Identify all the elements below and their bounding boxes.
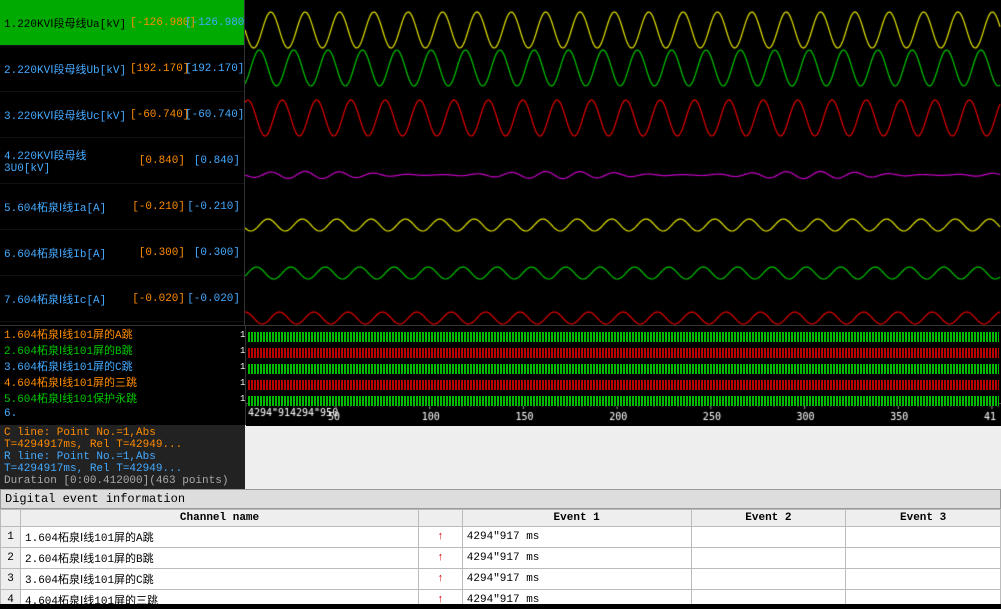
channel-value-2: [-60.740] bbox=[185, 109, 240, 121]
channel-name: 6.604柘泉Ⅰ线Ib[A] bbox=[4, 245, 130, 261]
event-cell: 4294"917 ms bbox=[462, 590, 691, 605]
ruler-canvas bbox=[246, 404, 1001, 426]
digital-section: 1.604柘泉Ⅰ线101屏的A跳2.604柘泉Ⅰ线101屏的B跳3.604柘泉Ⅰ… bbox=[0, 325, 1001, 425]
event-cell: 4294"917 ms bbox=[462, 569, 691, 590]
table-row[interactable]: 44.604柘泉Ⅰ线101屏的三跳↑4294"917 ms bbox=[1, 590, 1001, 605]
analog-channel-row[interactable]: 6.604柘泉Ⅰ线Ib[A][0.300][0.300] bbox=[0, 230, 244, 276]
event-cell: 4294"917 ms bbox=[462, 548, 691, 569]
analog-channel-row[interactable]: 1.220KVⅠ段母线Ua[kV][-126.980][-126.980] bbox=[0, 0, 244, 46]
analog-channel-row[interactable]: 7.604柘泉Ⅰ线Ic[A][-0.020][-0.020] bbox=[0, 276, 244, 322]
c-line-status: C line: Point No.=1,Abs T=4294917ms, Rel… bbox=[4, 427, 241, 451]
digital-channel-row[interactable]: 1.604柘泉Ⅰ线101屏的A跳 bbox=[0, 326, 245, 342]
r-line-status: R line: Point No.=1,Abs T=4294917ms, Rel… bbox=[4, 451, 241, 475]
table-row[interactable]: 11.604柘泉Ⅰ线101屏的A跳↑4294"917 ms bbox=[1, 527, 1001, 548]
event-cell bbox=[691, 590, 846, 605]
digital-channel-row[interactable]: 4.604柘泉Ⅰ线101屏的三跳 bbox=[0, 374, 245, 390]
channel-value-2: [-126.980] bbox=[185, 17, 240, 29]
event-arrow-icon: ↑ bbox=[419, 527, 463, 548]
cursor-status-panel: C line: Point No.=1,Abs T=4294917ms, Rel… bbox=[0, 425, 245, 489]
event-cell: 2 bbox=[1, 548, 21, 569]
time-ruler[interactable] bbox=[246, 403, 1001, 425]
digital-channel-row[interactable]: 6. bbox=[0, 406, 245, 422]
duration-status: Duration [0:00.412000](463 points) bbox=[4, 475, 241, 487]
event-arrow-icon: ↑ bbox=[419, 548, 463, 569]
event-arrow-icon: ↑ bbox=[419, 569, 463, 590]
analog-channel-row[interactable]: 5.604柘泉Ⅰ线Ia[A][-0.210][-0.210] bbox=[0, 184, 244, 230]
analog-section: 1.220KVⅠ段母线Ua[kV][-126.980][-126.980]2.2… bbox=[0, 0, 1001, 325]
event-panel-header: Digital event information bbox=[0, 489, 1001, 509]
channel-value-2: [-0.020] bbox=[185, 293, 240, 305]
event-col-header[interactable]: Event 2 bbox=[691, 510, 846, 527]
channel-value-1: [0.840] bbox=[130, 155, 185, 167]
digital-channel-row[interactable]: 3.604柘泉Ⅰ线101屏的C跳 bbox=[0, 358, 245, 374]
digital-waveform-pane[interactable] bbox=[245, 326, 1001, 425]
event-col-header[interactable]: Channel name bbox=[21, 510, 419, 527]
channel-value-1: [-60.740] bbox=[130, 109, 185, 121]
event-cell: 2.604柘泉Ⅰ线101屏的B跳 bbox=[21, 548, 419, 569]
event-table-pane[interactable]: Channel nameEvent 1Event 2Event 311.604柘… bbox=[0, 509, 1001, 604]
channel-value-2: [-0.210] bbox=[185, 201, 240, 213]
event-col-header[interactable] bbox=[1, 510, 21, 527]
event-cell bbox=[691, 548, 846, 569]
channel-value-2: [192.170] bbox=[185, 63, 240, 75]
analog-waveform-canvas bbox=[245, 0, 1001, 325]
analog-channel-row[interactable]: 3.220KVⅠ段母线Uc[kV][-60.740][-60.740] bbox=[0, 92, 244, 138]
status-row: C line: Point No.=1,Abs T=4294917ms, Rel… bbox=[0, 425, 1001, 489]
event-arrow-icon: ↑ bbox=[419, 590, 463, 605]
digital-bar bbox=[248, 332, 999, 342]
event-cell: 4294"917 ms bbox=[462, 527, 691, 548]
event-cell: 1 bbox=[1, 527, 21, 548]
channel-value-1: [-0.020] bbox=[130, 293, 185, 305]
app-root: 1.220KVⅠ段母线Ua[kV][-126.980][-126.980]2.2… bbox=[0, 0, 1001, 605]
event-table: Channel nameEvent 1Event 2Event 311.604柘… bbox=[0, 509, 1001, 604]
channel-name: 7.604柘泉Ⅰ线Ic[A] bbox=[4, 291, 130, 307]
status-filler bbox=[245, 425, 1001, 489]
analog-channel-row[interactable]: 2.220KVⅠ段母线Ub[kV][192.170][192.170] bbox=[0, 46, 244, 92]
event-cell: 1.604柘泉Ⅰ线101屏的A跳 bbox=[21, 527, 419, 548]
channel-value-2: [0.840] bbox=[185, 155, 240, 167]
digital-channel-row[interactable]: 5.604柘泉Ⅰ线101保护永跳 bbox=[0, 390, 245, 406]
event-cell bbox=[691, 527, 846, 548]
channel-value-2: [0.300] bbox=[185, 247, 240, 259]
channel-name: 4.220KVⅠ段母线3U0[kV] bbox=[4, 147, 130, 175]
event-cell bbox=[846, 548, 1001, 569]
event-cell: 3.604柘泉Ⅰ线101屏的C跳 bbox=[21, 569, 419, 590]
digital-channel-row[interactable]: 2.604柘泉Ⅰ线101屏的B跳 bbox=[0, 342, 245, 358]
event-cell bbox=[846, 569, 1001, 590]
table-row[interactable]: 22.604柘泉Ⅰ线101屏的B跳↑4294"917 ms bbox=[1, 548, 1001, 569]
digital-bar bbox=[248, 348, 999, 358]
event-cell bbox=[846, 527, 1001, 548]
digital-bar bbox=[248, 364, 999, 374]
channel-value-1: [-0.210] bbox=[130, 201, 185, 213]
event-cell: 3 bbox=[1, 569, 21, 590]
event-col-header[interactable]: Event 1 bbox=[462, 510, 691, 527]
digital-channel-list[interactable]: 1.604柘泉Ⅰ线101屏的A跳2.604柘泉Ⅰ线101屏的B跳3.604柘泉Ⅰ… bbox=[0, 326, 245, 425]
event-col-header[interactable] bbox=[419, 510, 463, 527]
channel-value-1: [192.170] bbox=[130, 63, 185, 75]
channel-name: 1.220KVⅠ段母线Ua[kV] bbox=[4, 15, 130, 31]
channel-name: 2.220KVⅠ段母线Ub[kV] bbox=[4, 61, 130, 77]
analog-channel-row[interactable]: 4.220KVⅠ段母线3U0[kV][0.840][0.840] bbox=[0, 138, 244, 184]
table-row[interactable]: 33.604柘泉Ⅰ线101屏的C跳↑4294"917 ms bbox=[1, 569, 1001, 590]
digital-bar bbox=[248, 396, 999, 406]
analog-waveform-pane[interactable] bbox=[244, 0, 1001, 325]
analog-channel-list[interactable]: 1.220KVⅠ段母线Ua[kV][-126.980][-126.980]2.2… bbox=[0, 0, 244, 325]
event-cell bbox=[691, 569, 846, 590]
channel-value-1: [0.300] bbox=[130, 247, 185, 259]
event-col-header[interactable]: Event 3 bbox=[846, 510, 1001, 527]
event-cell bbox=[846, 590, 1001, 605]
digital-bar bbox=[248, 380, 999, 390]
channel-name: 3.220KVⅠ段母线Uc[kV] bbox=[4, 107, 130, 123]
channel-value-1: [-126.980] bbox=[130, 17, 185, 29]
channel-name: 5.604柘泉Ⅰ线Ia[A] bbox=[4, 199, 130, 215]
event-cell: 4.604柘泉Ⅰ线101屏的三跳 bbox=[21, 590, 419, 605]
event-cell: 4 bbox=[1, 590, 21, 605]
